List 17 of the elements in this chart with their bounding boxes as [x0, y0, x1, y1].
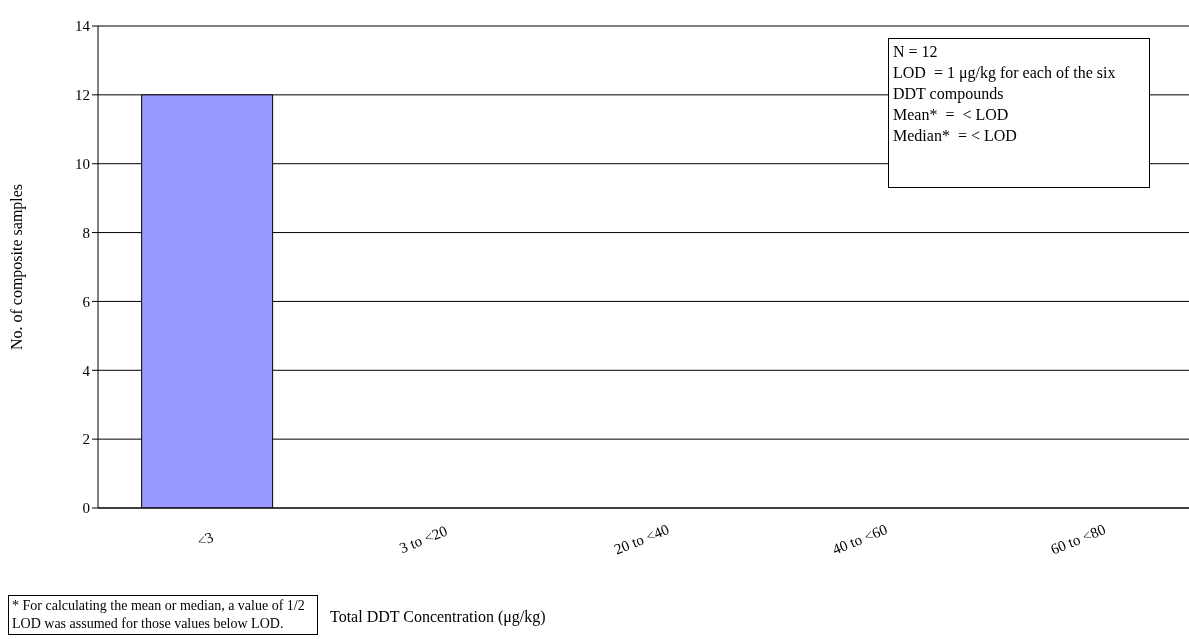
y-tick-label: 10 — [75, 156, 90, 173]
x-tick-label: <3 — [194, 528, 216, 550]
x-tick-label: 60 to <80 — [1048, 521, 1108, 558]
note-box: N = 12 LOD = 1 μg/kg for each of the six DDT compounds Mean* = < LOD Median* = < LOD — [888, 38, 1150, 188]
x-tick-label: 3 to <20 — [397, 522, 450, 557]
footnote-box: * For calculating the mean or median, a value of 1/2 LOD was assumed for those values below LOD. — [8, 595, 318, 635]
y-tick-label: 0 — [82, 500, 90, 517]
y-tick-label: 12 — [75, 87, 90, 104]
y-tick-label: 6 — [82, 293, 91, 310]
y-tick-label: 14 — [75, 18, 91, 35]
y-tick-label: 2 — [82, 431, 90, 448]
y-axis-title: No. of composite samples — [7, 183, 26, 351]
x-tick-label: 40 to <60 — [830, 521, 890, 558]
y-tick-label: 8 — [82, 224, 90, 241]
x-tick-label: 20 to <40 — [611, 521, 672, 558]
y-tick-label: 4 — [82, 362, 91, 379]
x-axis-title: Total DDT Concentration (μg/kg) — [330, 608, 546, 626]
